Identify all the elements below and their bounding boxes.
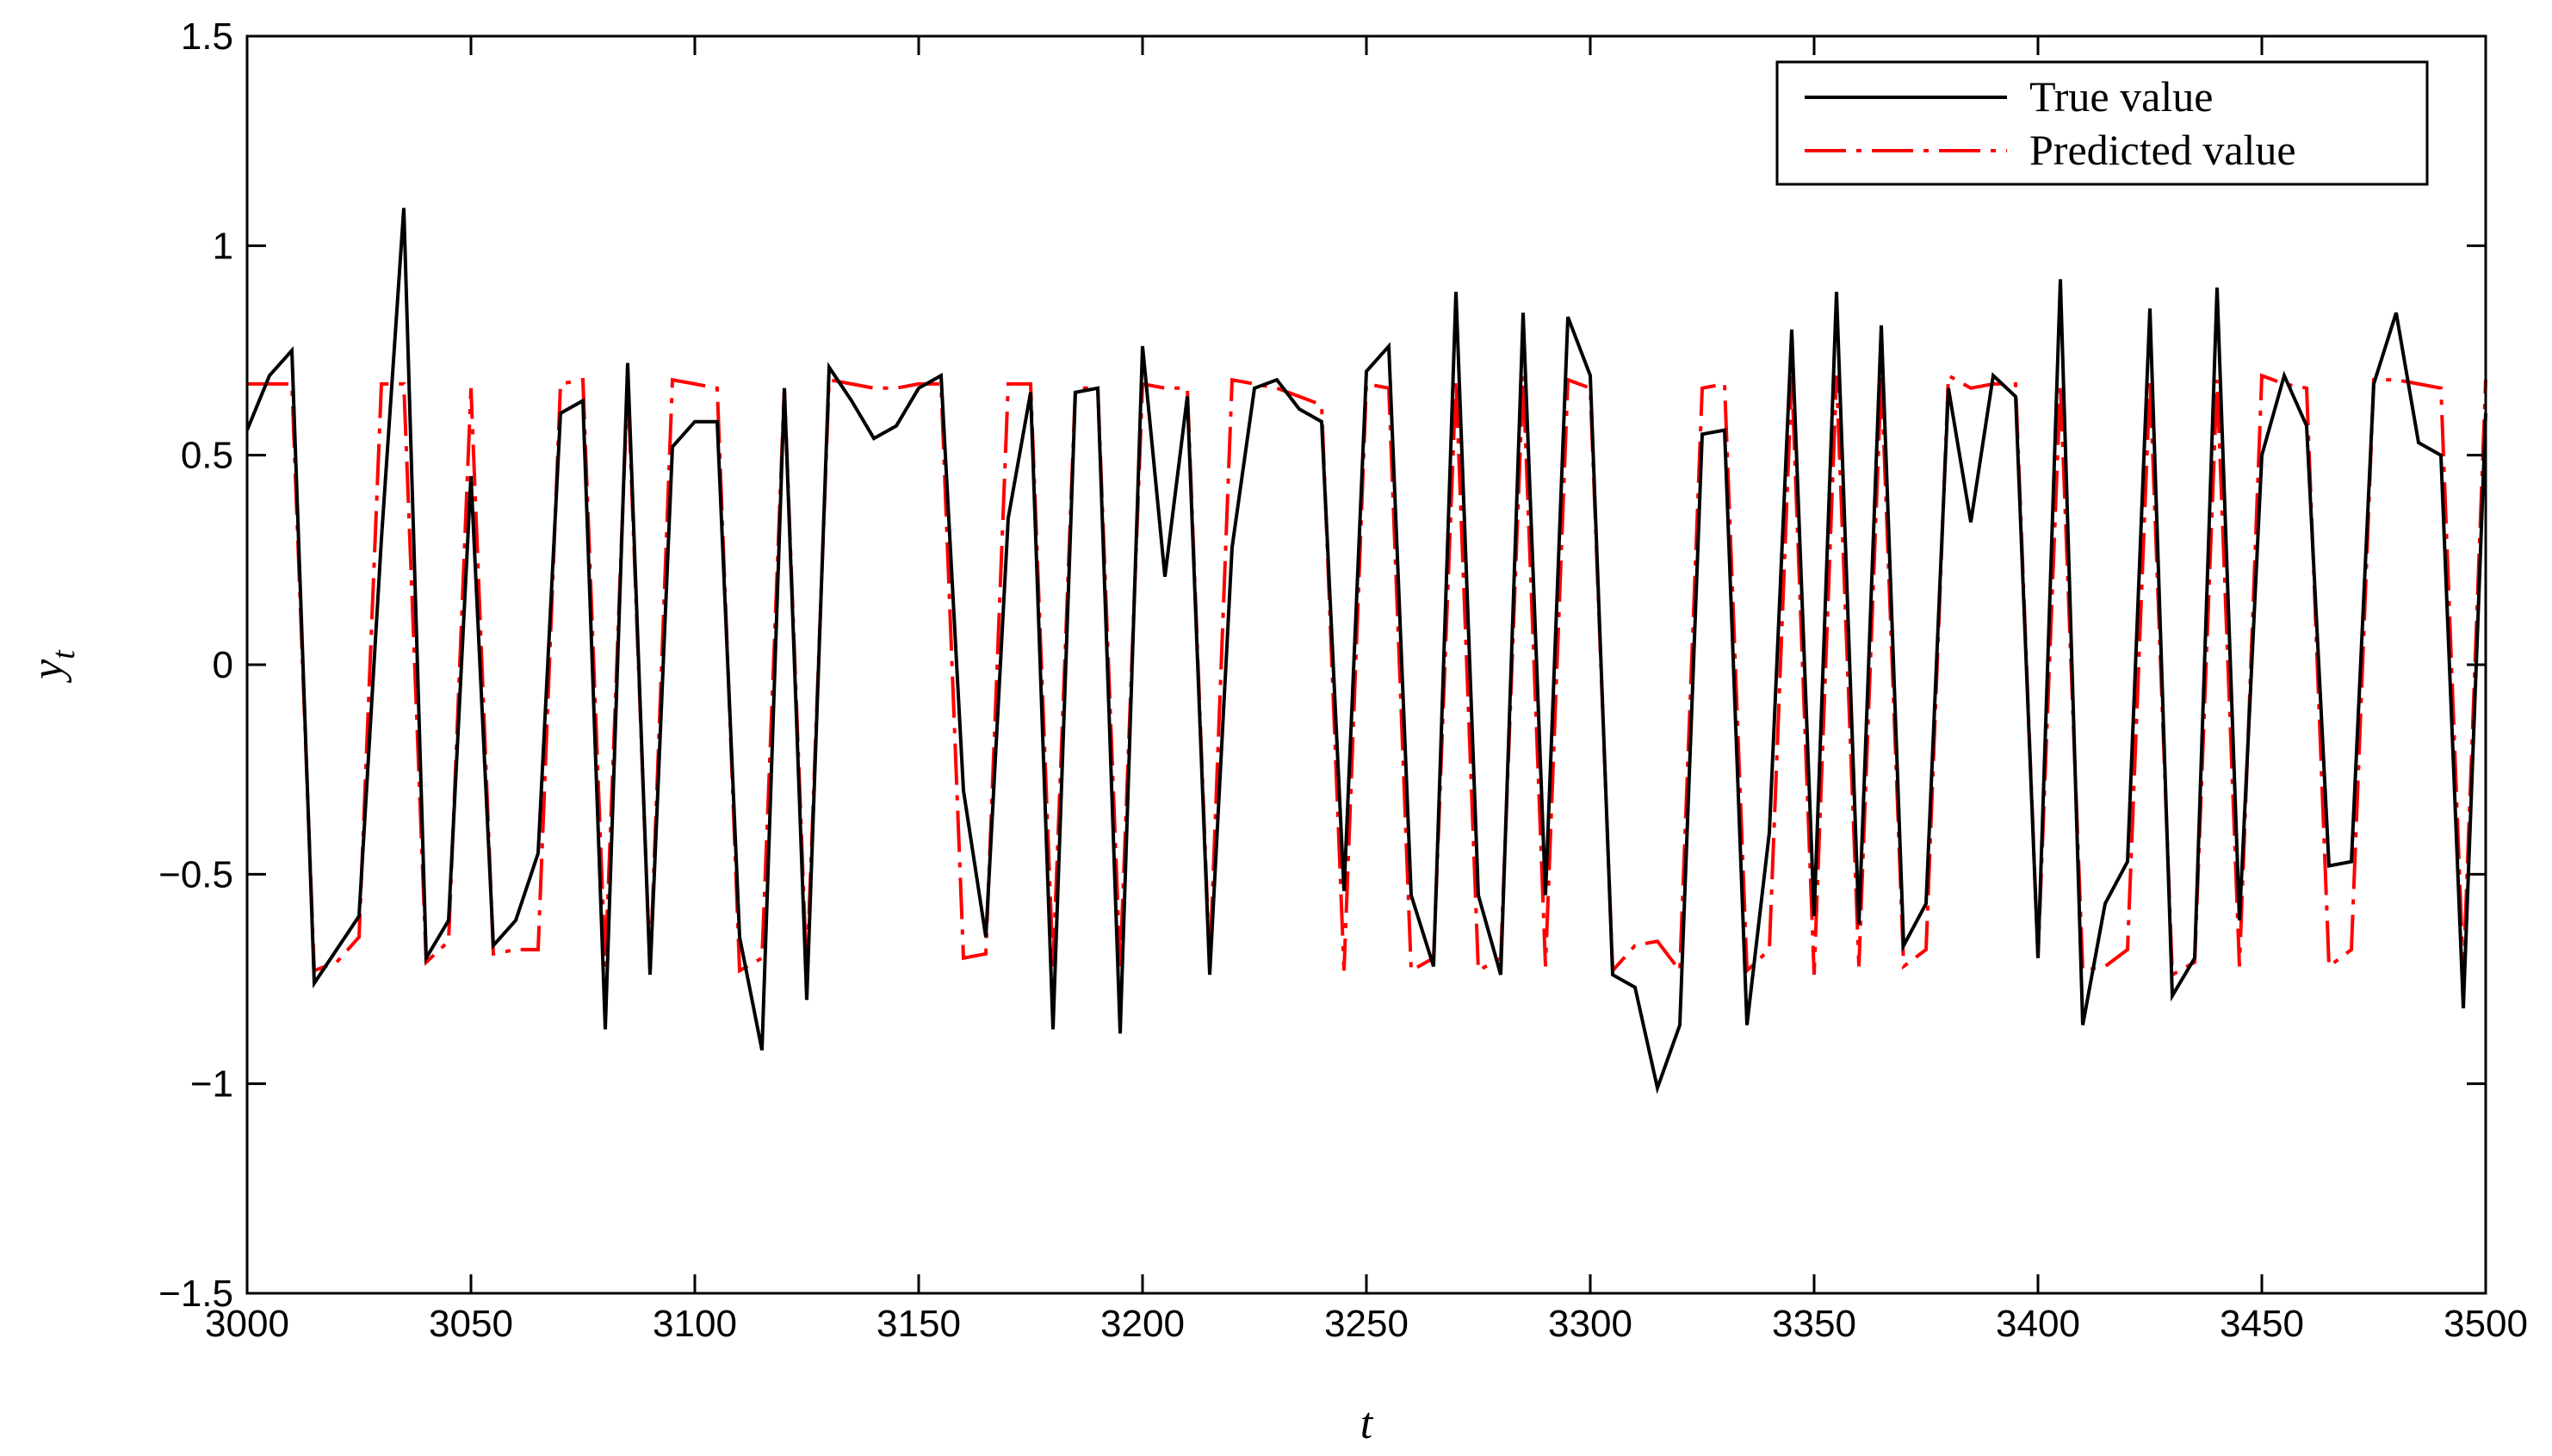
svg-text:yt: yt — [23, 649, 82, 684]
legend: True value Predicted value — [1775, 60, 2429, 186]
y-tick-label-−1.5: −1.5 — [158, 1273, 233, 1315]
y-tick-label-0: 0 — [213, 644, 233, 686]
legend-box — [1775, 60, 2429, 186]
legend-label-true-value: True value — [2029, 72, 2213, 121]
y-tick-label-−1: −1 — [190, 1063, 233, 1106]
y-tick-label-0.5: 0.5 — [181, 435, 233, 477]
y-tick-label-−0.5: −0.5 — [158, 853, 233, 895]
x-tick-label-3200: 3200 — [1100, 1303, 1185, 1345]
x-tick-label-3250: 3250 — [1324, 1303, 1409, 1345]
y-tick-label-1.5: 1.5 — [181, 15, 233, 58]
x-tick-label-3050: 3050 — [429, 1303, 513, 1345]
x-tick-label-3000: 3000 — [205, 1303, 289, 1345]
x-axis-label: t — [1360, 1399, 1374, 1448]
x-tick-label-3300: 3300 — [1548, 1303, 1632, 1345]
x-tick-label-3450: 3450 — [2220, 1303, 2304, 1345]
x-tick-label-3350: 3350 — [1772, 1303, 1856, 1345]
y-axis-label-subscript: t — [46, 649, 82, 660]
y-axis-label: yt — [23, 649, 82, 684]
x-tick-label-3100: 3100 — [653, 1303, 737, 1345]
x-tick-label-3500: 3500 — [2444, 1303, 2528, 1345]
x-tick-label-3400: 3400 — [1996, 1303, 2080, 1345]
series-layer — [245, 208, 2487, 1094]
x-tick-label-3150: 3150 — [876, 1303, 961, 1345]
y-axis-label-main: y — [23, 659, 72, 684]
series-line-true-value — [245, 208, 2487, 1094]
legend-label-predicted-value: Predicted value — [2029, 126, 2296, 174]
y-tick-label-1: 1 — [213, 225, 233, 267]
ticks-layer: 3000 3050 3100 3150 3200 3250 3300 3350 3400 3450… — [158, 15, 2528, 1345]
